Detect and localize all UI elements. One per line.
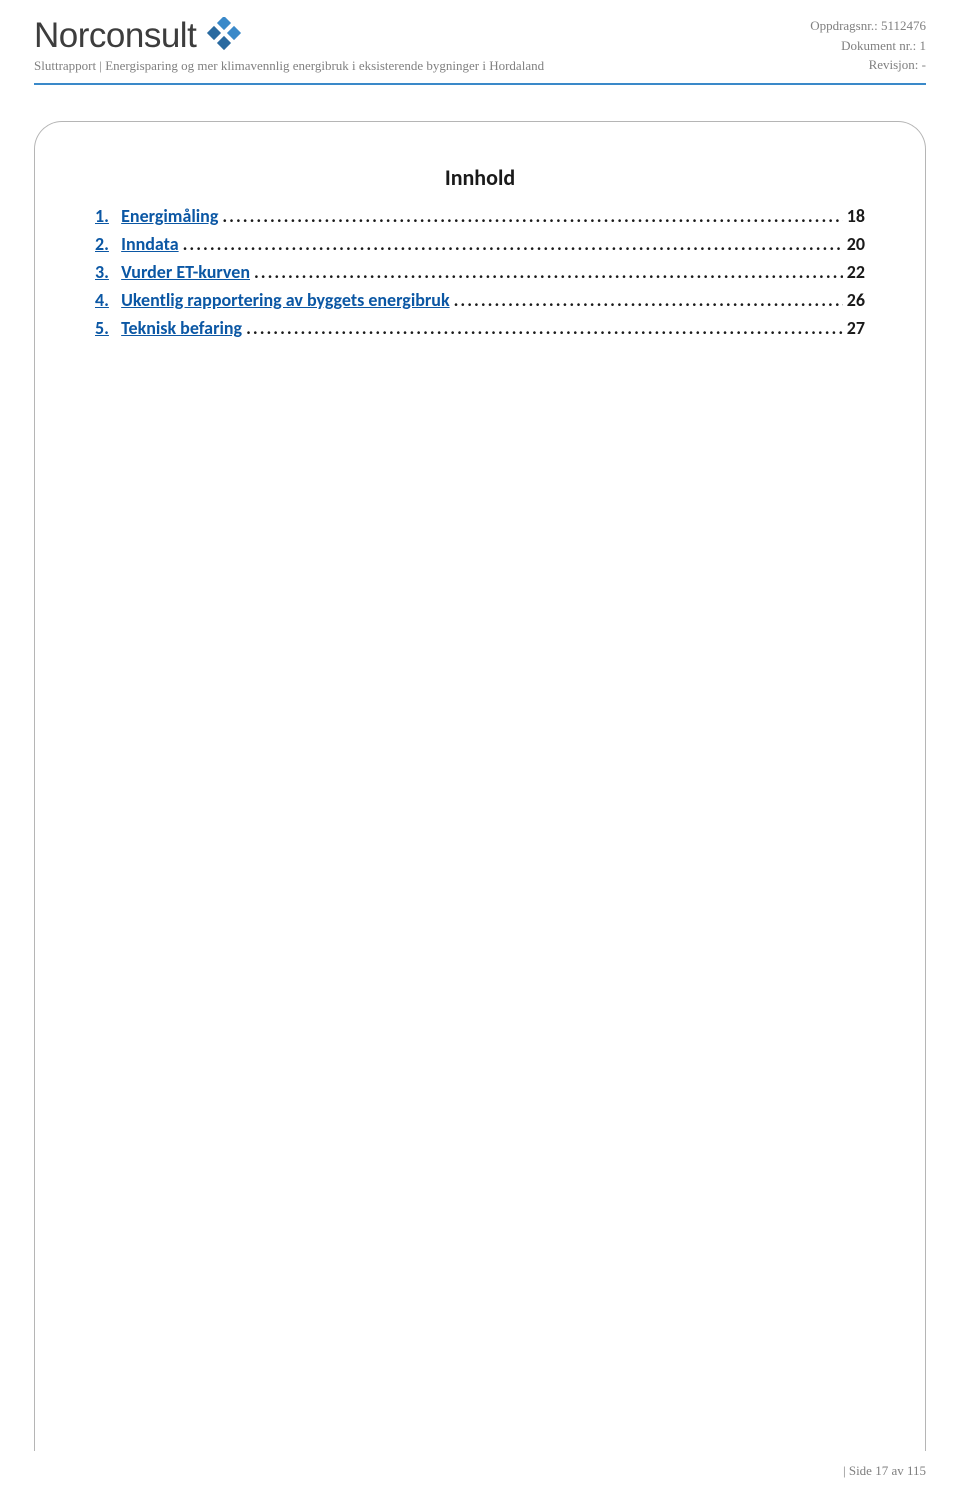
toc-entry: 3. Vurder ET-kurven 22 (95, 261, 865, 283)
toc-sep (109, 289, 121, 311)
logo-text: Norconsult (34, 16, 196, 56)
toc-sep (109, 317, 121, 339)
header-subtitle: Sluttrapport | Energisparing og mer klim… (34, 58, 544, 74)
toc-link-num[interactable]: 2. (95, 233, 109, 255)
toc-sep (109, 261, 121, 283)
toc-link-label[interactable]: Ukentlig rapportering av byggets energib… (121, 289, 449, 311)
toc-page: 20 (847, 233, 865, 255)
meta-oppdrag-value: 5112476 (881, 18, 926, 33)
meta-dokument: Dokument nr.: 1 (810, 36, 926, 56)
toc-link-num[interactable]: 1. (95, 205, 109, 227)
toc-title: Innhold (95, 164, 865, 191)
toc-sep (109, 233, 121, 255)
toc-entry: 2. Inndata 20 (95, 233, 865, 255)
toc-page: 22 (847, 261, 865, 283)
meta-revisjon: Revisjon: - (810, 55, 926, 75)
toc-leader (183, 233, 843, 255)
toc-entry: 5. Teknisk befaring 27 (95, 317, 865, 339)
toc-page: 27 (847, 317, 865, 339)
diamond-cluster-icon (202, 17, 246, 56)
toc-entry: 4. Ukentlig rapportering av byggets ener… (95, 289, 865, 311)
toc-link-label[interactable]: Energimåling (121, 205, 218, 227)
toc-page: 18 (847, 205, 865, 227)
toc-link-label[interactable]: Teknisk befaring (121, 317, 242, 339)
content-frame: Innhold 1. Energimåling 18 2. Inndata 20… (34, 121, 926, 1451)
toc-page: 26 (847, 289, 865, 311)
meta-revisjon-label: Revisjon: (869, 57, 919, 72)
header-left: Norconsult (34, 16, 544, 74)
toc-sep (109, 205, 121, 227)
toc-entry: 1. Energimåling 18 (95, 205, 865, 227)
meta-revisjon-value: - (922, 57, 926, 72)
toc-leader (222, 205, 842, 227)
toc-link-num[interactable]: 5. (95, 317, 109, 339)
meta-dokument-value: 1 (920, 38, 927, 53)
logo: Norconsult (34, 16, 544, 56)
meta-dokument-label: Dokument nr.: (841, 38, 916, 53)
header-meta: Oppdragsnr.: 5112476 Dokument nr.: 1 Rev… (810, 16, 926, 75)
toc-link-num[interactable]: 3. (95, 261, 109, 283)
toc-leader (246, 317, 843, 339)
toc-leader (254, 261, 843, 283)
toc-leader (454, 289, 843, 311)
toc-link-label[interactable]: Inndata (121, 233, 178, 255)
toc-link-label[interactable]: Vurder ET-kurven (121, 261, 250, 283)
meta-oppdrag-label: Oppdragsnr.: (810, 18, 878, 33)
page-header: Norconsult (34, 10, 926, 79)
page: Norconsult (0, 0, 960, 1491)
meta-oppdrag: Oppdragsnr.: 5112476 (810, 16, 926, 36)
toc-link-num[interactable]: 4. (95, 289, 109, 311)
header-rule (34, 83, 926, 85)
page-footer: | Side 17 av 115 (843, 1463, 926, 1479)
